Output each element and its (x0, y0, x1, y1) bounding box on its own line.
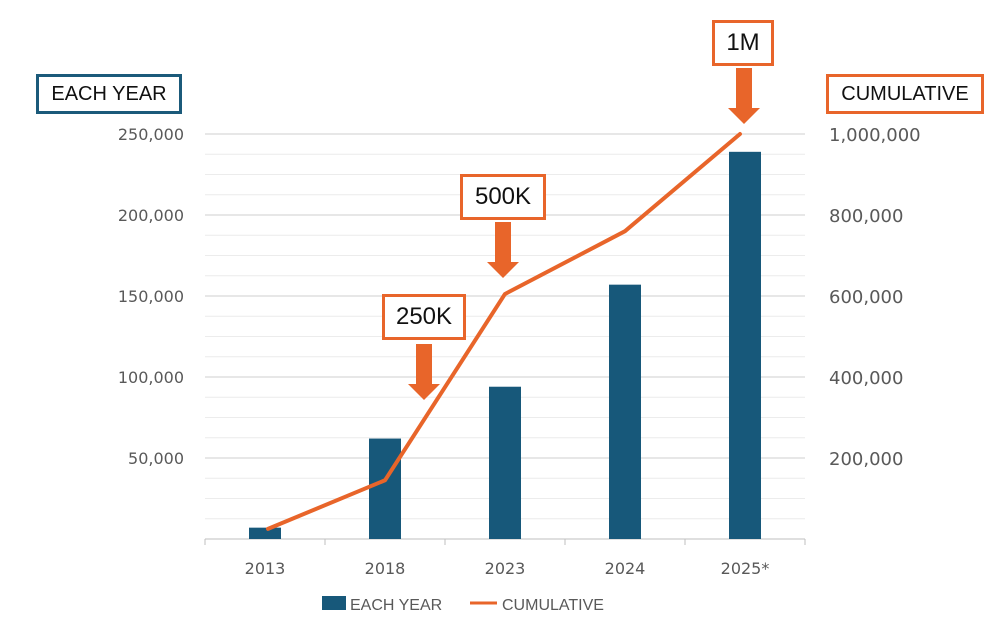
x-axis-ticks: 2013 2018 2023 2024 2025* (245, 559, 770, 578)
left-tick-label: 50,000 (128, 449, 184, 468)
bar-each-year-2024 (609, 284, 641, 539)
milestone-arrows (408, 68, 760, 400)
right-tick-label: 1,000,000 (829, 125, 921, 146)
left-axis-ticks: 50,000 100,000 150,000 200,000 250,000 (118, 125, 184, 468)
x-tick-label: 2018 (365, 559, 406, 578)
right-axis-ticks: 200,000 400,000 600,000 800,000 1,000,000 (829, 125, 921, 470)
left-tick-label: 150,000 (118, 287, 184, 306)
cumulative-line-layer (266, 132, 742, 531)
left-tick-label: 100,000 (118, 368, 184, 387)
legend: EACH YEAR CUMULATIVE (322, 596, 604, 614)
right-tick-label: 800,000 (829, 206, 903, 227)
legend-label-each-year: EACH YEAR (350, 597, 442, 614)
x-tick-label: 2023 (485, 559, 526, 578)
milestone-250k-label: 250K (382, 294, 466, 340)
x-tick-label: 2025* (721, 559, 770, 578)
right-tick-label: 400,000 (829, 368, 903, 389)
x-tick-label: 2024 (605, 559, 646, 578)
milestone-1m-label: 1M (712, 20, 774, 66)
arrow-250k-icon (408, 344, 440, 400)
bar-each-year-2013 (249, 527, 281, 539)
left-axis-title: EACH YEAR (36, 74, 182, 114)
x-tick-label: 2013 (245, 559, 286, 578)
right-tick-label: 600,000 (829, 287, 903, 308)
bar-each-year-2018 (369, 438, 401, 539)
legend-swatch-each-year (322, 596, 346, 610)
right-axis-title: CUMULATIVE (826, 74, 984, 114)
cumulative-line (266, 132, 742, 531)
bar-each-year-2025 (729, 151, 761, 539)
milestone-500k-label: 500K (460, 174, 546, 220)
arrow-500k-icon (487, 222, 519, 278)
legend-label-cumulative: CUMULATIVE (502, 597, 604, 614)
right-tick-label: 200,000 (829, 449, 903, 470)
left-tick-label: 200,000 (118, 206, 184, 225)
left-tick-label: 250,000 (118, 125, 184, 144)
bars (249, 151, 761, 539)
bar-each-year-2023 (489, 386, 521, 539)
arrow-1m-icon (728, 68, 760, 124)
